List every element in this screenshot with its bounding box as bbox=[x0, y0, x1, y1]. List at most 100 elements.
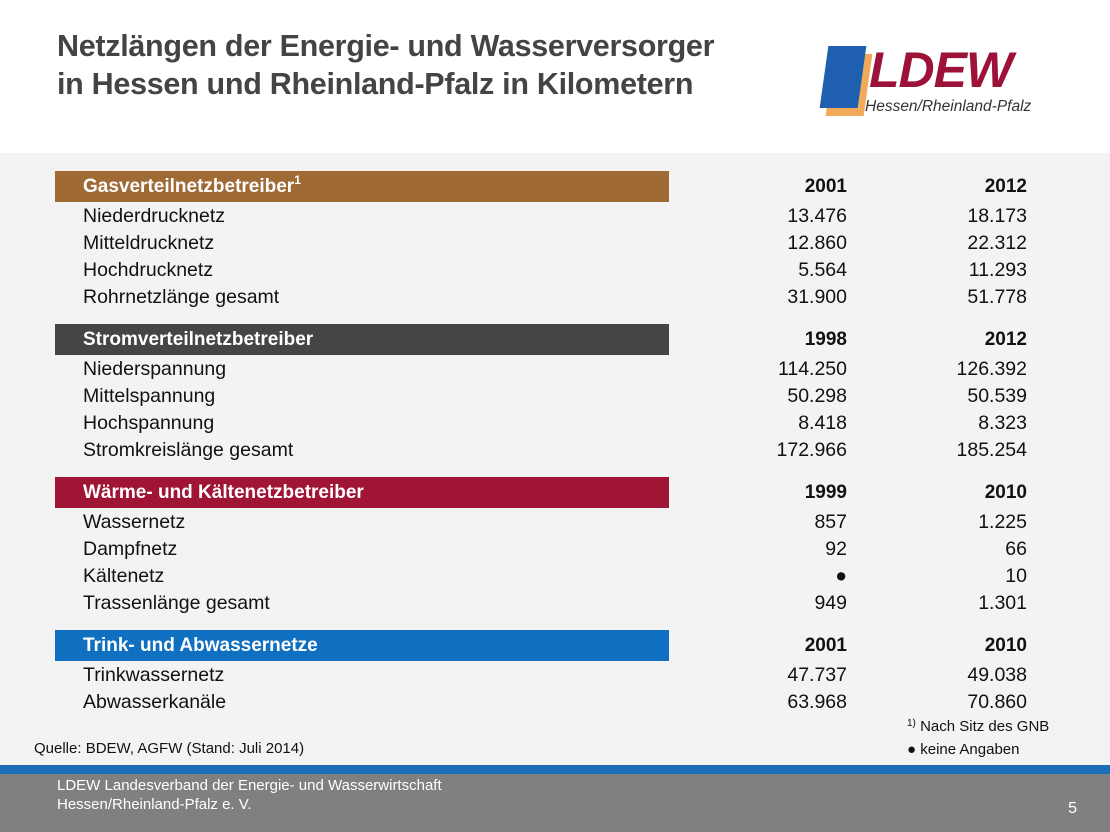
row-label: Stromkreislänge gesamt bbox=[83, 439, 294, 461]
row-label: Rohrnetzlänge gesamt bbox=[83, 286, 280, 308]
column-year-1: 2001 bbox=[804, 176, 847, 197]
table-row: Trinkwassernetz 47.737 49.038 bbox=[55, 661, 1055, 688]
row-label: Wassernetz bbox=[83, 511, 186, 533]
column-year-2: 2012 bbox=[984, 329, 1027, 350]
table-row: Wassernetz 857 1.225 bbox=[55, 508, 1055, 535]
footnote-1-text: Nach Sitz des GNB bbox=[920, 718, 1050, 735]
row-label: Trinkwassernetz bbox=[83, 664, 225, 686]
table-row: Niederspannung 114.250 126.392 bbox=[55, 355, 1055, 382]
row-value-v1: 50.298 bbox=[787, 385, 847, 407]
row-value-v2: 70.860 bbox=[967, 691, 1027, 713]
table-row: Abwasserkanäle 63.968 70.860 bbox=[55, 688, 1055, 715]
row-label: Hochspannung bbox=[83, 412, 215, 434]
footnote-mark: 1 bbox=[294, 173, 301, 187]
table-row: Rohrnetzlänge gesamt 31.900 51.778 bbox=[55, 283, 1055, 310]
row-value-v1: 114.250 bbox=[777, 358, 847, 380]
column-year-1: 1998 bbox=[804, 329, 847, 350]
slide-header: Netzlängen der Energie- und Wasserversor… bbox=[0, 0, 1110, 153]
section-title-text: Trink- und Abwassernetze bbox=[83, 635, 318, 656]
row-value-v2: 1.301 bbox=[978, 592, 1027, 614]
slide-title: Netzlängen der Energie- und Wasserversor… bbox=[57, 27, 817, 103]
row-label: Kältenetz bbox=[83, 565, 165, 587]
table-row: Mittelspannung 50.298 50.539 bbox=[55, 382, 1055, 409]
row-value-v2: 22.312 bbox=[967, 232, 1027, 254]
table-section: Gasverteilnetzbetreiber1 2001 2012 Niederdr… bbox=[55, 171, 1055, 310]
row-value-v1: 5.564 bbox=[798, 259, 847, 281]
table-row: Niederdrucknetz 13.476 18.173 bbox=[55, 202, 1055, 229]
ldew-logo: LDEW Hessen/Rheinland-Pfalz bbox=[819, 42, 1042, 118]
row-value-v1: 8.418 bbox=[798, 412, 847, 434]
logo-subtitle: Hessen/Rheinland-Pfalz bbox=[865, 98, 1032, 115]
table-section: Trink- und Abwassernetze 2001 2010 Trinkwas… bbox=[55, 630, 1055, 715]
column-year-2: 2012 bbox=[984, 176, 1027, 197]
section-title-text: Stromverteilnetzbetreiber bbox=[83, 329, 314, 350]
section-header: Trink- und Abwassernetze 2001 2010 bbox=[55, 630, 1055, 661]
footnote-1: 1) Nach Sitz des GNB bbox=[907, 718, 1049, 735]
column-year-1: 1999 bbox=[804, 482, 847, 503]
table-row: Hochdrucknetz 5.564 11.293 bbox=[55, 256, 1055, 283]
footnote-1-mark: 1) bbox=[907, 718, 916, 729]
footnote-no-data: ● keine Angaben bbox=[907, 741, 1020, 758]
section-title: Stromverteilnetzbetreiber bbox=[83, 329, 313, 351]
column-year-1: 2001 bbox=[804, 635, 847, 656]
table-row: Dampfnetz 92 66 bbox=[55, 535, 1055, 562]
table-row: Kältenetz ● 10 bbox=[55, 562, 1055, 589]
row-value-v2: 11.293 bbox=[968, 259, 1027, 281]
section-color-bar bbox=[55, 171, 669, 202]
slide-footer: LDEW Landesverband der Energie- und Wass… bbox=[0, 774, 1110, 832]
row-value-v1: 13.476 bbox=[787, 205, 847, 227]
row-value-v1: ● bbox=[835, 565, 847, 587]
row-value-v1: 12.860 bbox=[787, 232, 847, 254]
row-value-v1: 857 bbox=[814, 511, 847, 533]
row-value-v2: 10 bbox=[1005, 565, 1027, 587]
row-value-v1: 47.737 bbox=[787, 664, 847, 686]
source-note: Quelle: BDEW, AGFW (Stand: Juli 2014) bbox=[34, 740, 305, 757]
row-value-v2: 51.778 bbox=[967, 286, 1027, 308]
table-section: Stromverteilnetzbetreiber 1998 2012 Nieders… bbox=[55, 324, 1055, 463]
section-header: Wärme- und Kältenetzbetreiber 1999 2010 bbox=[55, 477, 1055, 508]
section-header: Stromverteilnetzbetreiber 1998 2012 bbox=[55, 324, 1055, 355]
table-section: Wärme- und Kältenetzbetreiber 1999 2010 Was… bbox=[55, 477, 1055, 616]
title-line-2: in Hessen und Rheinland-Pfalz in Kilomet… bbox=[57, 67, 694, 101]
column-year-2: 2010 bbox=[984, 482, 1027, 503]
row-value-v2: 18.173 bbox=[967, 205, 1027, 227]
table-row: Stromkreislänge gesamt 172.966 185.254 bbox=[55, 436, 1055, 463]
row-value-v2: 8.323 bbox=[978, 412, 1027, 434]
row-value-v1: 92 bbox=[825, 538, 847, 560]
row-value-v2: 185.254 bbox=[956, 439, 1028, 461]
row-value-v1: 31.900 bbox=[787, 286, 847, 308]
logo-text: LDEW bbox=[869, 42, 1013, 98]
section-title: Wärme- und Kältenetzbetreiber bbox=[83, 482, 364, 504]
row-label: Trassenlänge gesamt bbox=[83, 592, 270, 614]
table-row: Mitteldrucknetz 12.860 22.312 bbox=[55, 229, 1055, 256]
footer-accent-line bbox=[0, 765, 1110, 774]
section-title: Gasverteilnetzbetreiber1 bbox=[83, 173, 301, 198]
row-value-v1: 63.968 bbox=[787, 691, 847, 713]
section-title-text: Gasverteilnetzbetreiber bbox=[83, 176, 295, 197]
footer-org-line-1: LDEW Landesverband der Energie- und Wass… bbox=[57, 777, 442, 794]
row-value-v2: 1.225 bbox=[978, 511, 1027, 533]
row-label: Dampfnetz bbox=[83, 538, 178, 560]
row-value-v2: 126.392 bbox=[956, 358, 1028, 380]
row-label: Abwasserkanäle bbox=[83, 691, 227, 713]
section-color-bar bbox=[55, 324, 669, 355]
footer-organization: LDEW Landesverband der Energie- und Wass… bbox=[57, 776, 442, 814]
network-length-table: Gasverteilnetzbetreiber1 2001 2012 Niederdr… bbox=[55, 171, 1055, 729]
section-color-bar bbox=[55, 477, 669, 508]
row-label: Mittelspannung bbox=[83, 385, 216, 407]
row-value-v2: 50.539 bbox=[967, 385, 1027, 407]
title-line-1: Netzlängen der Energie- und Wasserversor… bbox=[57, 29, 715, 63]
row-value-v2: 66 bbox=[1005, 538, 1027, 560]
footer-org-line-2: Hessen/Rheinland-Pfalz e. V. bbox=[57, 796, 252, 813]
row-label: Mitteldrucknetz bbox=[83, 232, 215, 254]
row-label: Niederspannung bbox=[83, 358, 227, 380]
section-title-text: Wärme- und Kältenetzbetreiber bbox=[83, 482, 364, 503]
row-value-v1: 949 bbox=[814, 592, 847, 614]
table-row: Trassenlänge gesamt 949 1.301 bbox=[55, 589, 1055, 616]
row-label: Hochdrucknetz bbox=[83, 259, 214, 281]
page-number: 5 bbox=[1068, 800, 1077, 817]
table-row: Hochspannung 8.418 8.323 bbox=[55, 409, 1055, 436]
column-year-2: 2010 bbox=[984, 635, 1027, 656]
row-value-v2: 49.038 bbox=[967, 664, 1027, 686]
section-title: Trink- und Abwassernetze bbox=[83, 635, 318, 657]
